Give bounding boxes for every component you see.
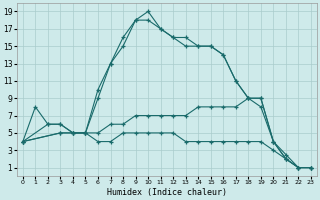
X-axis label: Humidex (Indice chaleur): Humidex (Indice chaleur) [107, 188, 227, 197]
